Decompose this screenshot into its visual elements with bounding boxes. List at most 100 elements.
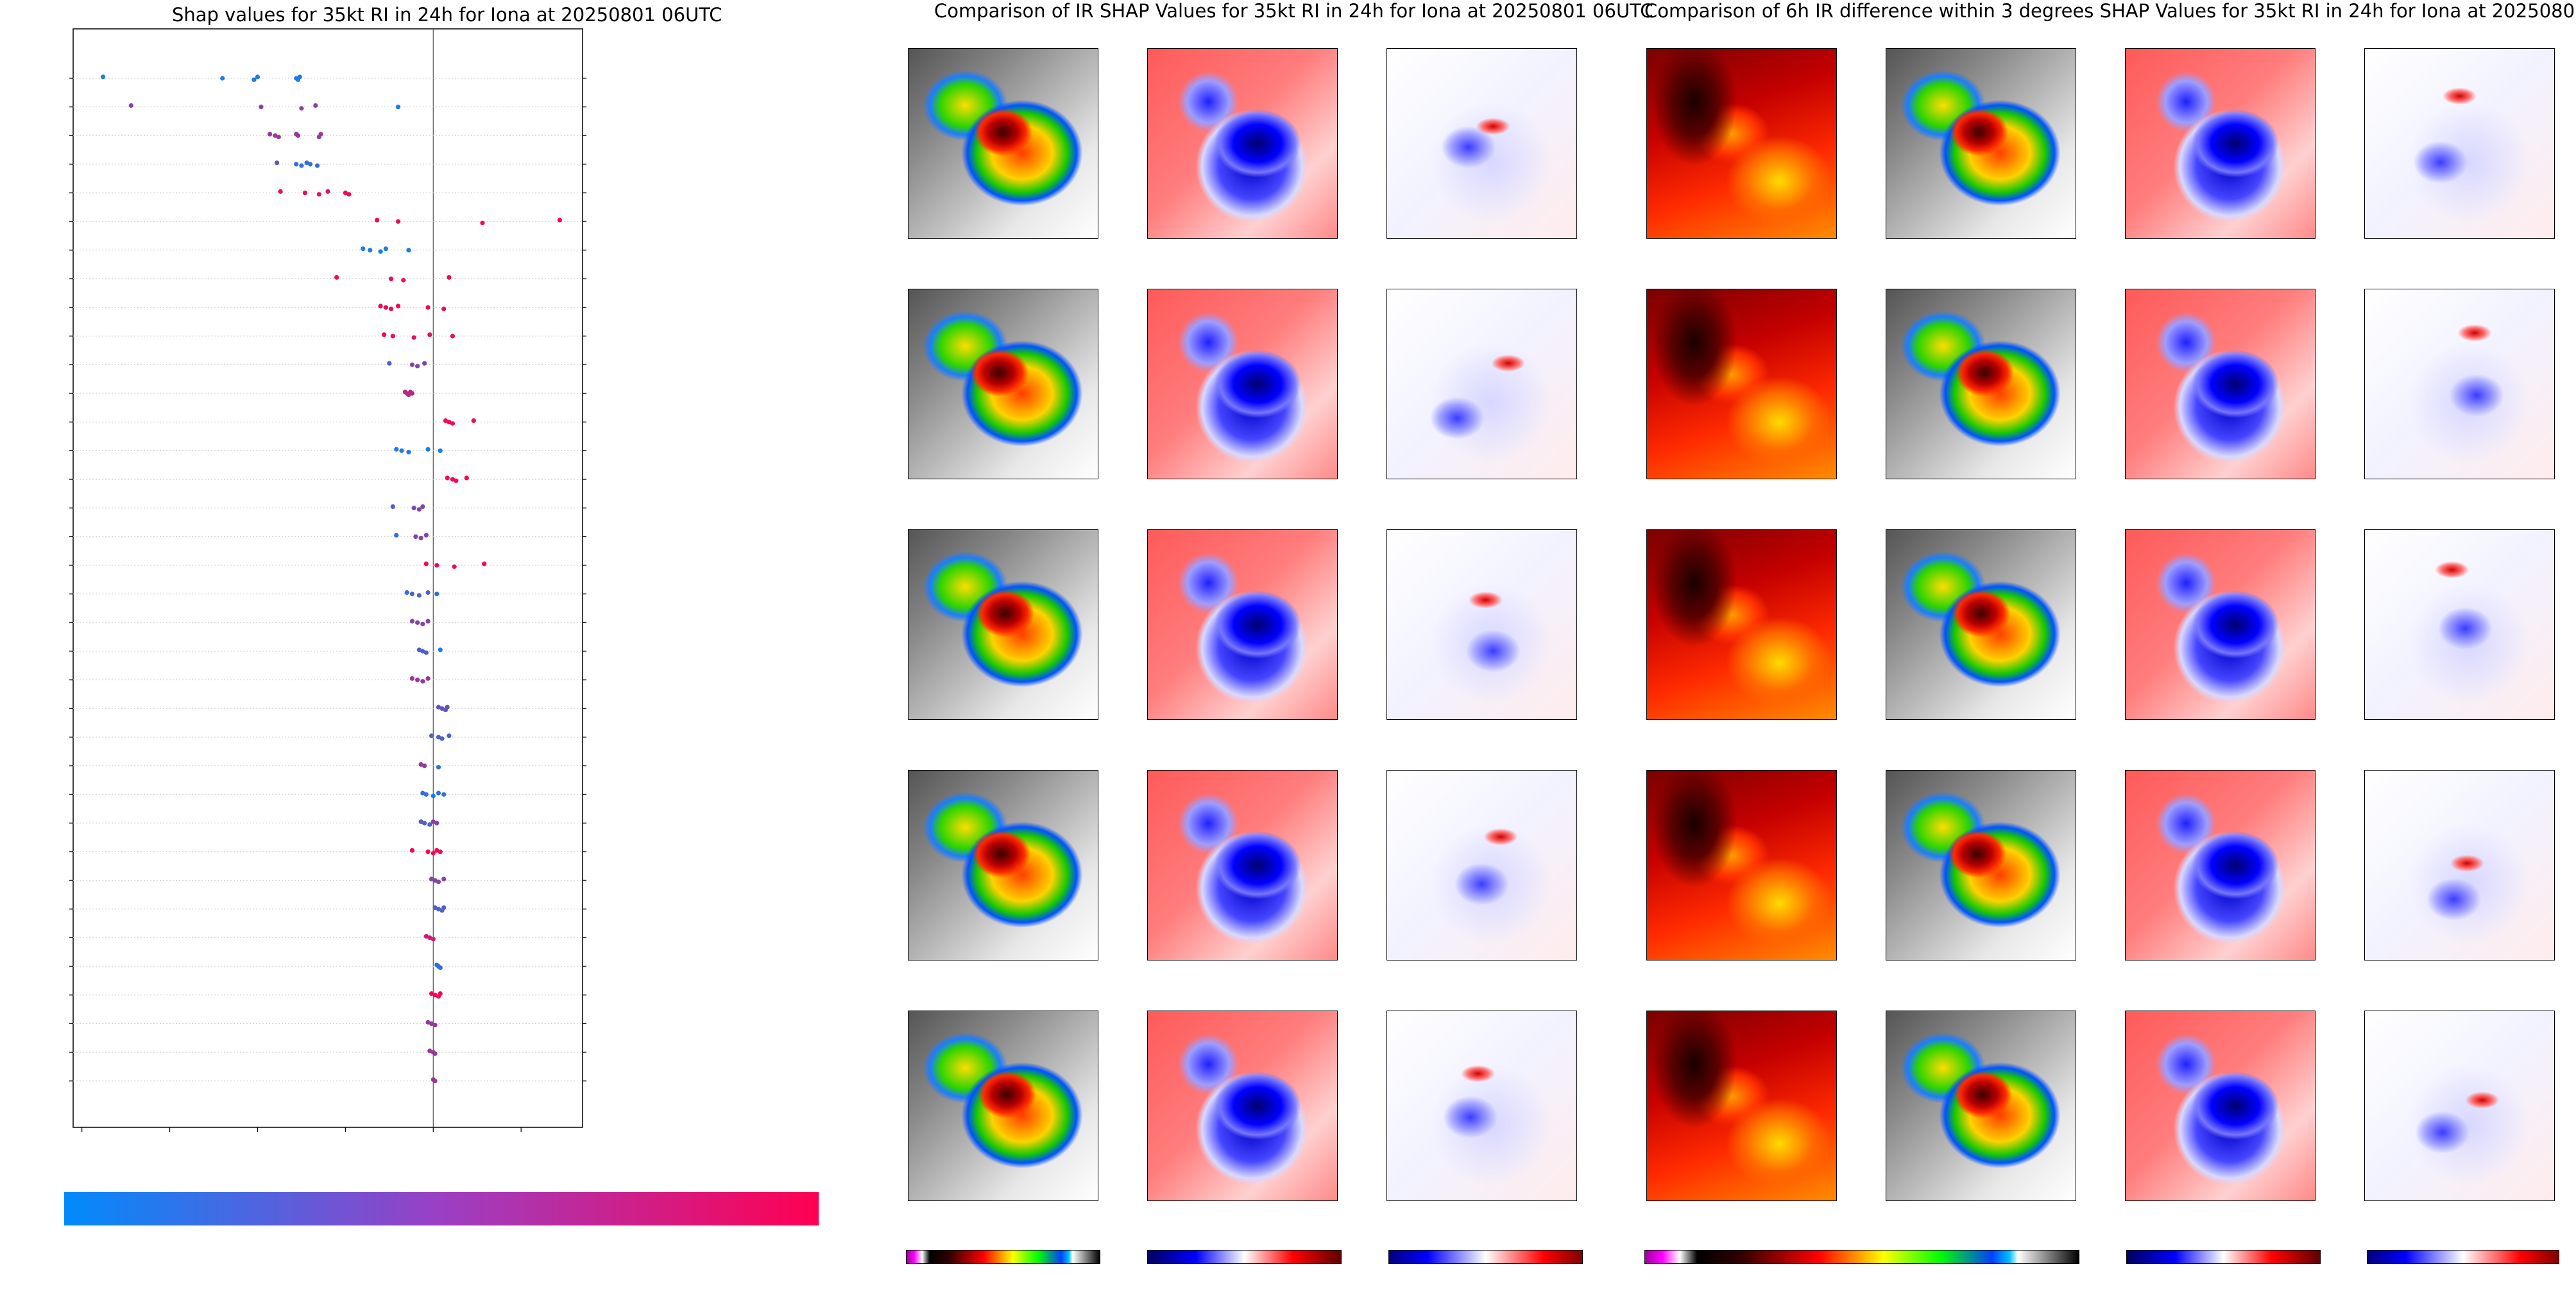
shap-point [416,647,422,653]
ir-image-panel [1386,48,1577,239]
shap-point [420,679,425,684]
shap-point [447,275,452,280]
shap-point [436,735,441,740]
ir-image-panel [1147,48,1338,239]
shap-point [429,991,434,996]
shap-point [390,334,395,339]
shap-point [429,1021,434,1027]
ir-image-panel [1386,1011,1577,1201]
shap-point [436,879,441,884]
shap-point [409,619,415,624]
middle-chart-title: Comparison of IR SHAP Values for 35kt RI… [934,0,1653,22]
irdiff-image-panel [2125,770,2316,960]
irdiff-image-panel [1646,289,1837,479]
shap-point [431,851,436,856]
shap-point [394,533,399,538]
shap-point [445,475,450,481]
shap-point [432,878,438,883]
shap-point [423,934,429,939]
shap-point [395,303,401,309]
shap-point [409,391,415,396]
ir-image-panel [1147,770,1338,960]
colorbar [1644,1250,2079,1264]
irdiff-image-panel [1646,770,1837,960]
shap-point [295,133,301,138]
shap-point [416,507,422,512]
shap-point [415,620,420,625]
shap-point [409,676,415,681]
ir-image-panel [908,770,1098,960]
ir-image-panel [1147,1011,1338,1201]
shap-point [128,103,133,108]
shap-point [480,220,485,226]
shap-point [394,447,399,452]
shap-point [423,792,429,797]
shap-point [427,1048,432,1054]
shap-point [395,105,401,110]
shap-point [416,593,422,598]
shap-point [429,876,434,882]
shap-point [445,704,450,710]
shap-point [452,564,457,569]
shap-point [464,475,469,481]
shap-point [447,420,452,425]
colorbar [1147,1250,1342,1264]
shap-axes-frame [73,28,583,1128]
shap-point [100,74,106,80]
shap-point [318,132,323,137]
shap-point [422,764,427,769]
irdiff-image-panel [1646,529,1837,720]
shap-point [441,306,447,311]
shap-point [294,162,299,167]
shap-point [361,246,366,252]
irdiff-image-panel [1886,289,2076,479]
ir-image-panel [1386,529,1577,720]
shap-point [431,819,436,824]
shap-point [450,421,455,426]
shap-point [387,361,392,366]
shap-point [404,590,409,595]
ir-image-panel [908,48,1098,239]
shap-point [450,334,455,339]
irdiff-image-panel [2364,289,2555,479]
shap-point [439,736,445,741]
shap-point [302,191,308,196]
shap-point [434,563,439,568]
shap-point [557,218,563,223]
shap-point [471,418,476,423]
shap-point [308,162,313,167]
shap-point [423,561,429,567]
shap-point [418,762,423,767]
shap-point [423,650,429,655]
ir-image-panel [1386,289,1577,479]
shap-summary-plot [64,28,819,1225]
shap-point [325,189,330,194]
shap-point [420,790,425,796]
shap-point [425,849,431,855]
shap-point [443,418,448,423]
shap-point [427,935,432,941]
shap-point [299,163,304,168]
shap-point [406,248,411,253]
shap-point [388,276,394,282]
shap-point [220,76,225,81]
shap-point [447,733,452,738]
shap-point [378,249,383,254]
shap-point [436,704,441,710]
shap-point [425,676,431,681]
shap-point [313,103,318,108]
shap-point [439,706,445,711]
shap-point [436,790,441,796]
irdiff-image-panel [1886,529,2076,720]
colorbar [906,1250,1100,1264]
shap-point [304,160,309,166]
shap-point [432,1079,438,1084]
shap-point [438,965,443,970]
irdiff-image-panel [2364,1011,2555,1201]
ir-image-panel [1386,770,1577,960]
irdiff-image-panel [2364,770,2555,960]
shap-point [427,332,432,337]
shap-point [401,278,406,283]
shap-point [255,74,260,80]
shap-point [427,822,432,827]
